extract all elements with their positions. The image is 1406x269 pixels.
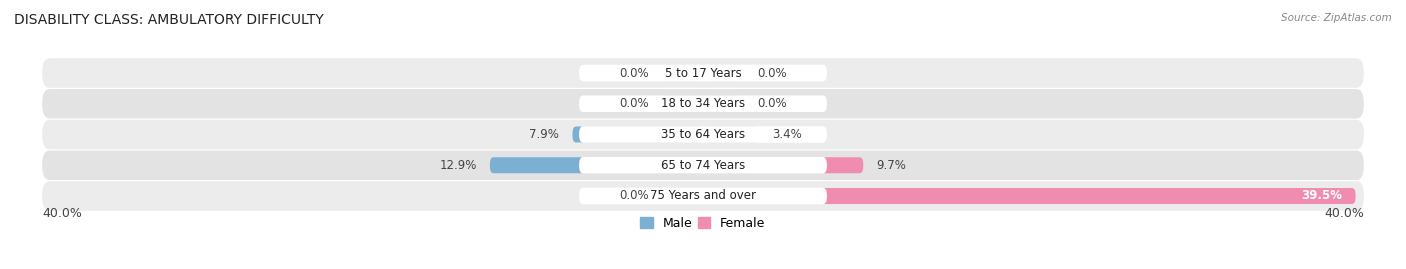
Text: 35 to 64 Years: 35 to 64 Years bbox=[661, 128, 745, 141]
Text: 18 to 34 Years: 18 to 34 Years bbox=[661, 97, 745, 110]
Text: 40.0%: 40.0% bbox=[1324, 207, 1364, 220]
FancyBboxPatch shape bbox=[42, 181, 1364, 211]
Text: 40.0%: 40.0% bbox=[42, 207, 82, 220]
FancyBboxPatch shape bbox=[579, 65, 827, 81]
Legend: Male, Female: Male, Female bbox=[636, 212, 770, 235]
Text: DISABILITY CLASS: AMBULATORY DIFFICULTY: DISABILITY CLASS: AMBULATORY DIFFICULTY bbox=[14, 13, 323, 27]
Text: Source: ZipAtlas.com: Source: ZipAtlas.com bbox=[1281, 13, 1392, 23]
FancyBboxPatch shape bbox=[579, 126, 827, 143]
FancyBboxPatch shape bbox=[703, 65, 744, 81]
FancyBboxPatch shape bbox=[579, 95, 827, 112]
FancyBboxPatch shape bbox=[703, 96, 744, 112]
Text: 3.4%: 3.4% bbox=[772, 128, 803, 141]
Text: 75 Years and over: 75 Years and over bbox=[650, 189, 756, 203]
FancyBboxPatch shape bbox=[662, 65, 703, 81]
FancyBboxPatch shape bbox=[703, 188, 1355, 204]
Text: 5 to 17 Years: 5 to 17 Years bbox=[665, 66, 741, 80]
Text: 0.0%: 0.0% bbox=[619, 97, 648, 110]
FancyBboxPatch shape bbox=[572, 126, 703, 143]
FancyBboxPatch shape bbox=[579, 188, 827, 204]
FancyBboxPatch shape bbox=[662, 96, 703, 112]
Text: 7.9%: 7.9% bbox=[530, 128, 560, 141]
FancyBboxPatch shape bbox=[42, 89, 1364, 119]
FancyBboxPatch shape bbox=[42, 58, 1364, 88]
FancyBboxPatch shape bbox=[42, 120, 1364, 149]
Text: 9.7%: 9.7% bbox=[876, 159, 907, 172]
FancyBboxPatch shape bbox=[579, 157, 827, 174]
FancyBboxPatch shape bbox=[703, 157, 863, 173]
Text: 0.0%: 0.0% bbox=[619, 189, 648, 203]
Text: 12.9%: 12.9% bbox=[439, 159, 477, 172]
Text: 0.0%: 0.0% bbox=[758, 66, 787, 80]
Text: 65 to 74 Years: 65 to 74 Years bbox=[661, 159, 745, 172]
FancyBboxPatch shape bbox=[703, 126, 759, 143]
FancyBboxPatch shape bbox=[489, 157, 703, 173]
Text: 0.0%: 0.0% bbox=[758, 97, 787, 110]
Text: 39.5%: 39.5% bbox=[1302, 189, 1343, 203]
Text: 0.0%: 0.0% bbox=[619, 66, 648, 80]
FancyBboxPatch shape bbox=[662, 188, 703, 204]
FancyBboxPatch shape bbox=[42, 150, 1364, 180]
